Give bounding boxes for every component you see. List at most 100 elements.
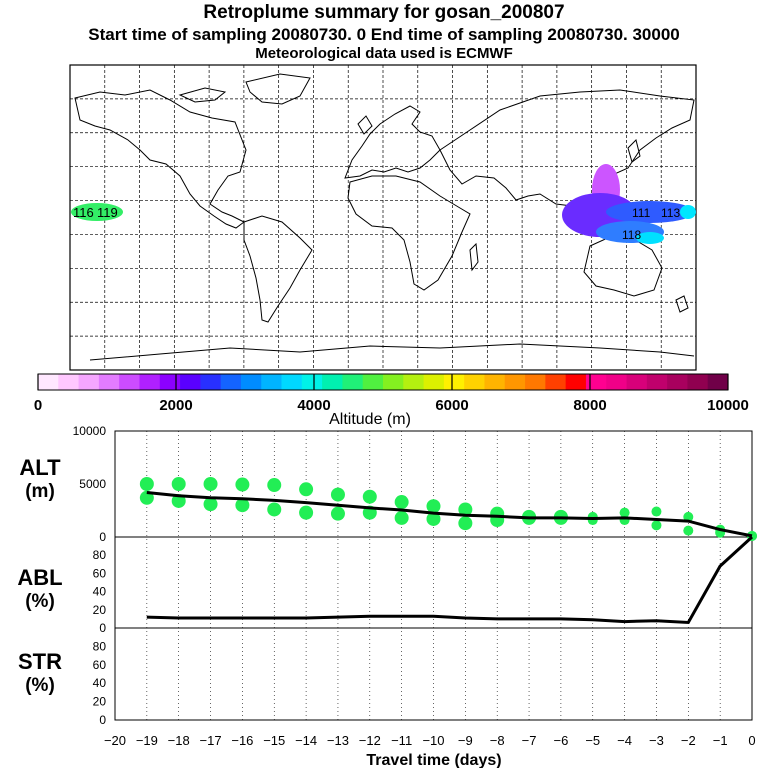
plume-label-south: 118 — [622, 228, 641, 242]
colorbar-label: Altitude (m) — [329, 411, 411, 428]
colorbar-cell — [423, 374, 445, 390]
altitude-point — [267, 478, 282, 493]
colorbar-cell — [78, 374, 100, 390]
colorbar-cell — [565, 374, 587, 390]
altitude-point — [683, 511, 694, 522]
colorbar-tick-label: 10000 — [707, 397, 749, 414]
altitude-colorbar: 0 2000 4000 6000 8000 10000 Altitude (m) — [34, 373, 749, 428]
str-panel-unit: (%) — [25, 675, 55, 696]
y-tick-label: 40 — [93, 676, 107, 690]
plume-west: 116 119 — [71, 203, 123, 221]
chart-title: Retroplume summary for gosan_200807 — [203, 2, 565, 23]
colorbar-cell — [98, 374, 120, 390]
world-map: 116 119 111 113 118 — [69, 64, 697, 371]
x-tick-label: −20 — [104, 733, 126, 748]
x-tick-label: −16 — [231, 733, 253, 748]
x-tick-label: −3 — [649, 733, 664, 748]
x-tick-label: −12 — [359, 733, 381, 748]
colorbar-cell — [626, 374, 648, 390]
altitude-median-line — [146, 491, 753, 538]
colorbar-cell — [240, 374, 262, 390]
colorbar-cell — [261, 374, 282, 390]
map-graticule — [70, 65, 696, 370]
alt-panel-name: ALT — [19, 455, 61, 480]
x-tick-label: −17 — [200, 733, 222, 748]
colorbar-tick-label: 2000 — [159, 397, 192, 414]
x-tick-label: 0 — [748, 733, 755, 748]
colorbar-cell — [38, 374, 59, 390]
colorbar-cell — [200, 374, 222, 390]
colorbar-tick-label: 8000 — [573, 397, 606, 414]
altitude-point — [426, 499, 441, 514]
plume-label-east-2: 113 — [661, 206, 680, 220]
x-tick-label: −4 — [617, 733, 632, 748]
colorbar-cell — [342, 374, 364, 390]
abl-panel-name: ABL — [17, 565, 63, 590]
altitude-point — [394, 495, 409, 510]
y-tick-label: 0 — [99, 530, 106, 544]
abl-panel-unit: (%) — [25, 591, 55, 612]
y-tick-label: 60 — [93, 658, 107, 672]
x-tick-label: −18 — [168, 733, 190, 748]
altitude-point — [587, 515, 598, 526]
altitude-point — [171, 493, 186, 508]
y-tick-label: 60 — [93, 566, 107, 580]
colorbar-cell — [585, 374, 607, 390]
colorbar-cell — [119, 374, 140, 390]
plume-label-west-1: 116 — [73, 205, 94, 220]
colorbar-cell — [545, 374, 567, 390]
x-tick-label: −7 — [522, 733, 537, 748]
x-tick-label: −14 — [295, 733, 317, 748]
str-panel-label: STR (%) — [10, 650, 70, 698]
altitude-point — [394, 510, 409, 525]
altitude-point — [203, 497, 218, 512]
colorbar-cell — [362, 374, 384, 390]
colorbar-cell — [139, 374, 161, 390]
colorbar-cell — [443, 374, 465, 390]
altitude-point — [299, 505, 314, 520]
colorbar-cell — [606, 374, 627, 390]
altitude-point — [458, 502, 473, 517]
altitude-point — [330, 487, 345, 502]
colorbar-cell — [58, 374, 79, 390]
plume-blob-east — [606, 201, 694, 223]
altitude-point — [458, 516, 473, 531]
altitude-point — [362, 489, 377, 504]
plume-blob-cyan — [636, 232, 664, 244]
colorbar-cell — [383, 374, 404, 390]
colorbar-tick-label: 6000 — [435, 397, 468, 414]
x-tick-label: −5 — [585, 733, 600, 748]
altitude-point — [651, 506, 662, 517]
x-tick-label: −2 — [681, 733, 696, 748]
altitude-point — [299, 482, 314, 497]
plume-label-east-1: 111 — [632, 206, 651, 220]
x-tick-label: −8 — [490, 733, 505, 748]
x-axis-label: Travel time (days) — [366, 752, 501, 768]
x-tick-label: −9 — [458, 733, 473, 748]
y-tick-label: 10000 — [73, 424, 107, 438]
x-tick-label: −6 — [553, 733, 568, 748]
y-tick-label: 0 — [99, 621, 106, 635]
y-tick-label: 80 — [93, 639, 107, 653]
plume-blob-tip — [680, 205, 696, 219]
altitude-point — [203, 477, 218, 491]
colorbar-tick-label: 0 — [34, 397, 42, 414]
y-tick-label: 20 — [93, 695, 107, 709]
met-data-subtitle: Meteorological data used is ECMWF — [255, 45, 513, 62]
colorbar-cell — [322, 374, 343, 390]
plume-east: 111 113 118 — [562, 164, 696, 244]
alt-panel-unit: (m) — [25, 481, 55, 502]
coastlines — [74, 73, 695, 361]
altitude-point — [267, 502, 282, 517]
colorbar-cell — [667, 374, 688, 390]
altitude-point — [683, 525, 694, 536]
colorbar-tick-label: 4000 — [297, 397, 330, 414]
colorbar-cell — [220, 374, 242, 390]
colorbar-cell — [504, 374, 526, 390]
abl-panel-label: ABL (%) — [10, 566, 70, 614]
y-tick-label: 40 — [93, 585, 107, 599]
altitude-point — [330, 506, 345, 521]
plume-label-west-2: 119 — [97, 205, 118, 220]
